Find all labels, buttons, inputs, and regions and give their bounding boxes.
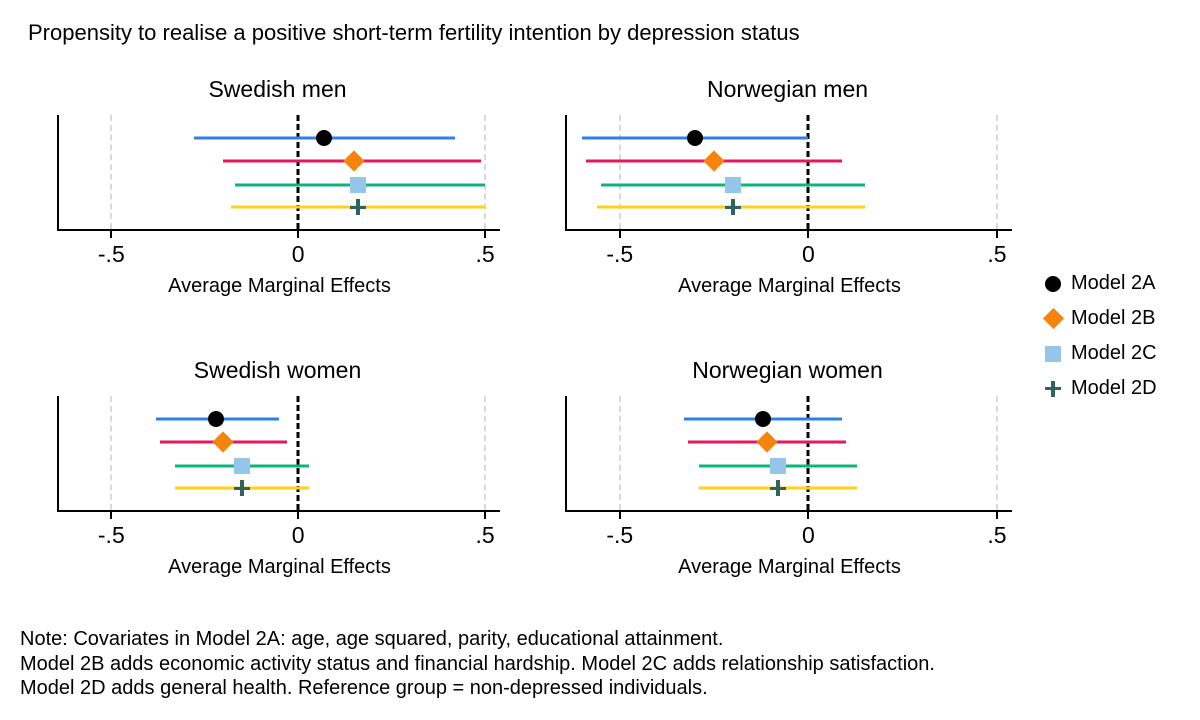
diamond-point-marker <box>703 150 725 172</box>
x-axis-tick <box>110 510 113 519</box>
x-axis-label: Average Marginal Effects <box>678 275 901 297</box>
legend-item-model-2b: Model 2B <box>1042 301 1157 336</box>
zero-reference-line <box>806 396 810 510</box>
note-line: Note: Covariates in Model 2A: age, age s… <box>20 628 724 650</box>
square-point-marker <box>349 176 366 193</box>
plot-swedish-men: -.5 0 .5 Average Marginal Effects <box>57 115 500 297</box>
legend-item-model-2d: Model 2D <box>1042 371 1157 406</box>
circle-marker-icon <box>1045 275 1061 292</box>
circle-point-marker <box>316 129 333 146</box>
gridline <box>995 396 998 510</box>
x-axis-tick <box>807 510 810 519</box>
panel-title-norwegian-men: Norwegian men <box>706 76 869 102</box>
x-tick-label: .5 <box>475 241 495 267</box>
figure-title: Propensity to realise a positive short-t… <box>28 20 800 45</box>
x-axis-tick <box>484 229 487 238</box>
plus-point-marker <box>349 199 366 216</box>
square-marker-icon <box>1045 345 1061 362</box>
legend-label: Model 2A <box>1071 272 1156 294</box>
x-axis-label: Average Marginal Effects <box>678 556 901 578</box>
legend-item-model-2c: Model 2C <box>1042 336 1157 371</box>
x-axis-tick <box>297 229 300 238</box>
diamond-point-marker <box>343 150 365 172</box>
zero-reference-line <box>806 115 810 229</box>
legend-label: Model 2B <box>1071 307 1156 329</box>
x-tick-label: -.5 <box>97 522 125 548</box>
x-tick-label: -.5 <box>606 241 634 267</box>
x-axis-tick <box>618 229 621 238</box>
square-point-marker <box>724 176 741 193</box>
gridline <box>110 396 113 510</box>
gridline <box>618 115 621 229</box>
legend-label: Model 2D <box>1071 377 1157 399</box>
gridline <box>995 115 998 229</box>
circle-point-marker <box>687 129 704 146</box>
plot-norwegian-women: -.5 0 .5 Average Marginal Effects <box>565 396 1012 578</box>
panel-title-swedish-men: Swedish men <box>208 76 347 102</box>
plus-point-marker <box>770 480 787 497</box>
gridline <box>618 396 621 510</box>
note: Note: Covariates in Model 2A: age, age s… <box>20 627 935 701</box>
circle-point-marker <box>207 410 224 427</box>
x-tick-label: 0 <box>291 522 305 548</box>
x-axis-tick <box>618 510 621 519</box>
legend-item-model-2a: Model 2A <box>1042 266 1157 301</box>
square-point-marker <box>770 457 787 474</box>
legend: Model 2A Model 2B Model 2C Model 2D <box>1042 266 1157 406</box>
note-line: Model 2B adds economic activity status a… <box>20 652 935 675</box>
x-axis-tick <box>995 510 998 519</box>
x-tick-label: -.5 <box>97 241 125 267</box>
panel-title-swedish-women: Swedish women <box>193 357 362 383</box>
x-axis-tick <box>807 229 810 238</box>
x-tick-label: 0 <box>801 241 815 267</box>
x-axis-tick <box>297 510 300 519</box>
x-tick-label: .5 <box>987 241 1007 267</box>
circle-point-marker <box>755 410 772 427</box>
panel-title-norwegian-women: Norwegian women <box>692 357 883 383</box>
diamond-marker-icon <box>1042 307 1064 330</box>
x-axis-tick <box>995 229 998 238</box>
x-axis-tick <box>110 229 113 238</box>
zero-reference-line <box>296 396 300 510</box>
gridline <box>484 396 487 510</box>
zero-reference-line <box>296 115 300 229</box>
x-tick-label: 0 <box>801 522 815 548</box>
x-axis-tick <box>484 510 487 519</box>
plot-swedish-women: -.5 0 .5 Average Marginal Effects <box>57 396 500 578</box>
gridline <box>110 115 113 229</box>
x-tick-label: .5 <box>987 522 1007 548</box>
gridline <box>484 115 487 229</box>
x-axis-label: Average Marginal Effects <box>168 275 391 297</box>
plus-point-marker <box>724 199 741 216</box>
diamond-point-marker <box>212 431 235 453</box>
plus-marker-icon <box>1045 380 1061 397</box>
x-axis-label: Average Marginal Effects <box>168 556 391 578</box>
legend-label: Model 2C <box>1071 342 1157 364</box>
x-tick-label: -.5 <box>606 522 634 548</box>
square-point-marker <box>234 457 251 474</box>
plot-norwegian-men: -.5 0 .5 Average Marginal Effects <box>565 115 1012 297</box>
plus-point-marker <box>234 480 251 497</box>
note-line: Model 2D adds general health. Reference … <box>20 677 708 699</box>
x-tick-label: 0 <box>291 241 305 267</box>
x-tick-label: .5 <box>475 522 495 548</box>
diamond-point-marker <box>756 431 778 453</box>
